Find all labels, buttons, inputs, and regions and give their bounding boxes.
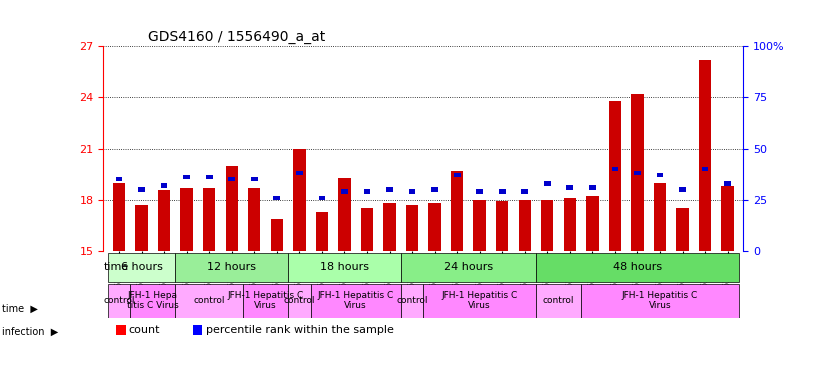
FancyBboxPatch shape [386,187,393,192]
Text: control: control [283,296,315,305]
Bar [203,188,216,251]
FancyBboxPatch shape [341,189,348,194]
FancyBboxPatch shape [251,177,258,181]
FancyBboxPatch shape [477,189,483,194]
FancyBboxPatch shape [724,181,731,185]
Bar [180,188,192,251]
Text: 48 hours: 48 hours [613,262,662,272]
Text: JFH-1 Hepatitis C
Virus: JFH-1 Hepatitis C Virus [317,291,394,311]
FancyBboxPatch shape [544,181,551,185]
FancyBboxPatch shape [206,175,212,179]
FancyBboxPatch shape [107,253,175,281]
Text: 18 hours: 18 hours [320,262,369,272]
FancyBboxPatch shape [243,284,288,318]
FancyBboxPatch shape [138,187,145,192]
FancyBboxPatch shape [536,284,582,318]
Bar [316,212,328,251]
Bar [293,149,306,251]
Text: control: control [193,296,225,305]
Bar [225,166,238,251]
Bar [496,202,509,251]
Bar [473,200,486,251]
Bar [193,325,202,335]
FancyBboxPatch shape [273,195,280,200]
FancyBboxPatch shape [175,284,243,318]
FancyBboxPatch shape [131,284,175,318]
FancyBboxPatch shape [107,284,131,318]
Bar [361,208,373,251]
Bar [248,188,260,251]
Text: 24 hours: 24 hours [444,262,493,272]
FancyBboxPatch shape [319,195,325,200]
Text: JFH-1 Hepa
titis C Virus: JFH-1 Hepa titis C Virus [127,291,178,311]
Text: count: count [129,325,160,335]
FancyBboxPatch shape [296,171,303,175]
FancyBboxPatch shape [634,171,641,175]
FancyBboxPatch shape [401,253,536,281]
FancyBboxPatch shape [521,189,528,194]
FancyBboxPatch shape [183,175,190,179]
Text: JFH-1 Hepatitis C
Virus: JFH-1 Hepatitis C Virus [622,291,698,311]
FancyBboxPatch shape [161,183,168,187]
FancyBboxPatch shape [431,187,438,192]
Text: control: control [396,296,428,305]
FancyBboxPatch shape [657,173,663,177]
Text: JFH-1 Hepatitis C
Virus: JFH-1 Hepatitis C Virus [442,291,518,311]
Bar [429,203,441,251]
FancyBboxPatch shape [679,187,686,192]
FancyBboxPatch shape [453,173,461,177]
Bar [699,60,711,251]
Bar [338,177,350,251]
Text: percentile rank within the sample: percentile rank within the sample [206,325,393,335]
Text: 12 hours: 12 hours [207,262,256,272]
FancyBboxPatch shape [288,253,401,281]
FancyBboxPatch shape [611,167,619,171]
Bar [721,186,733,251]
Bar [271,218,283,251]
Text: time: time [104,262,129,272]
Text: GDS4160 / 1556490_a_at: GDS4160 / 1556490_a_at [148,30,325,44]
FancyBboxPatch shape [582,284,739,318]
FancyBboxPatch shape [175,253,288,281]
Bar [609,101,621,251]
Text: control: control [543,296,574,305]
FancyBboxPatch shape [567,185,573,190]
FancyBboxPatch shape [401,284,423,318]
Bar [563,198,576,251]
FancyBboxPatch shape [536,253,739,281]
Bar [586,196,599,251]
Bar [631,94,643,251]
FancyBboxPatch shape [409,189,415,194]
FancyBboxPatch shape [423,284,536,318]
FancyBboxPatch shape [702,167,709,171]
Text: 6 hours: 6 hours [121,262,163,272]
FancyBboxPatch shape [363,189,370,194]
FancyBboxPatch shape [589,185,596,190]
FancyBboxPatch shape [311,284,401,318]
Bar [113,183,126,251]
Bar [116,325,126,335]
Text: time  ▶: time ▶ [2,304,38,314]
Bar [676,208,689,251]
Text: infection  ▶: infection ▶ [2,327,59,337]
Bar [451,171,463,251]
Bar [406,205,418,251]
FancyBboxPatch shape [228,177,235,181]
Text: JFH-1 Hepatitis C
Virus: JFH-1 Hepatitis C Virus [227,291,304,311]
Bar [519,200,531,251]
Bar [654,183,667,251]
FancyBboxPatch shape [116,177,122,181]
Bar [383,203,396,251]
FancyBboxPatch shape [288,284,311,318]
Bar [135,205,148,251]
Text: control: control [103,296,135,305]
FancyBboxPatch shape [499,189,506,194]
Bar [541,200,553,251]
Bar [158,190,170,251]
